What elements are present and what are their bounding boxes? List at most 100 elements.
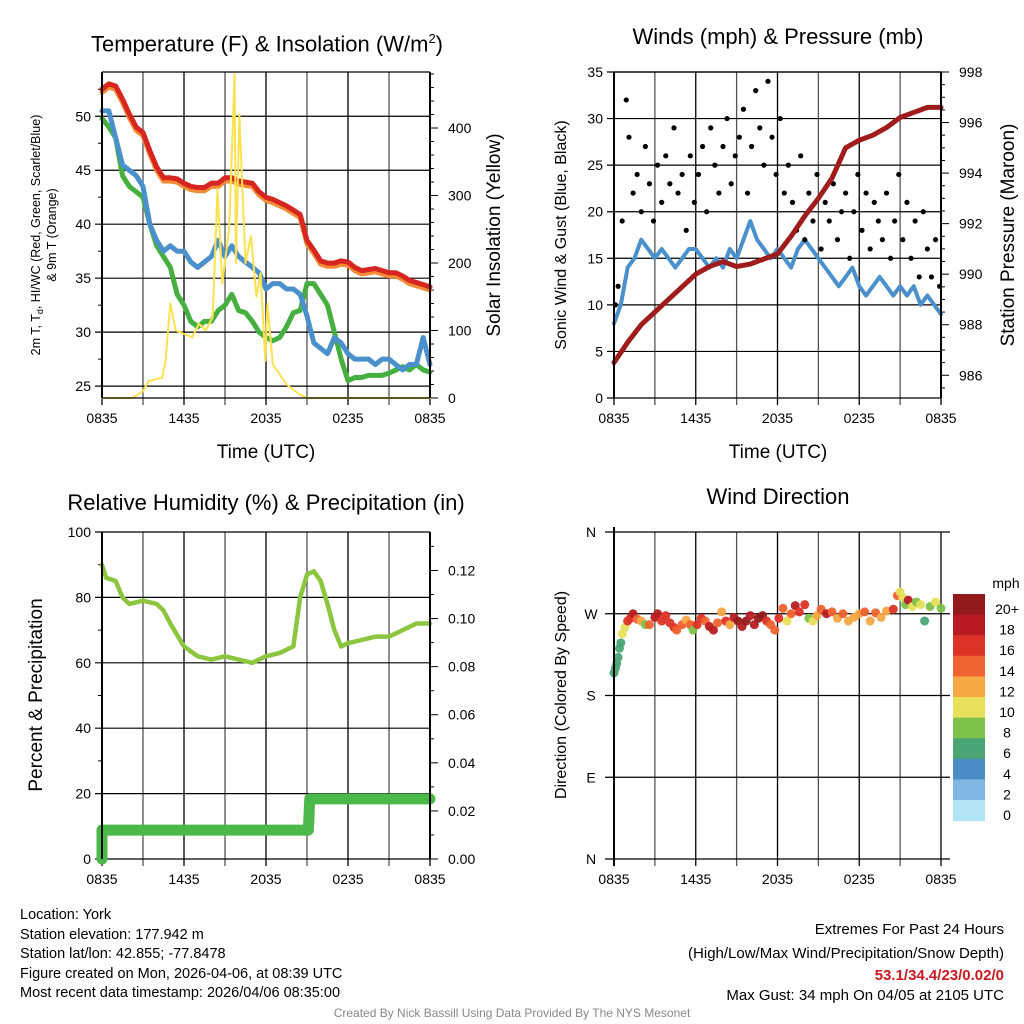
direction-tick-label: W (584, 606, 598, 622)
gust-point (892, 218, 898, 224)
direction-tick-label: N (586, 524, 596, 540)
series-line-2m-t (99, 81, 433, 290)
station-pressure-line (611, 104, 944, 366)
x-tick-label: 0835 (414, 410, 445, 426)
y-tick-label: 30 (587, 111, 603, 127)
legend-swatch (953, 779, 985, 801)
wind-direction-point (860, 607, 870, 617)
gust-point (724, 115, 730, 122)
gust-point (765, 78, 771, 84)
gust-point (683, 227, 689, 233)
legend-label: 2 (1003, 786, 1011, 802)
legend-swatch (953, 594, 985, 616)
wind-direction-point (692, 620, 702, 630)
y2-tick-label: 0.00 (448, 851, 475, 867)
gust-point (695, 171, 702, 178)
wind-direction-point (745, 611, 755, 621)
legend-label: 8 (1003, 725, 1011, 741)
gust-point (875, 218, 881, 224)
gust-point (630, 190, 636, 196)
y2-tick-label: 0.12 (448, 562, 475, 578)
gust-point (708, 125, 714, 131)
y-axis-label: 2m T, Td, HI/WC (Red, Green, Scarlet/Blu… (29, 115, 45, 356)
wind-direction-point (770, 625, 780, 635)
extremes-panel: Extremes For Past 24 Hours (High/Low/Max… (688, 918, 1004, 1006)
wind-direction-point (644, 620, 654, 630)
y-axis-label-line2: & 9m T (Orange) (45, 188, 59, 281)
gust-point (928, 274, 935, 280)
gust-point (769, 134, 775, 140)
y-tick-label: 0 (595, 390, 603, 406)
gust-point (904, 199, 910, 205)
x-axis-label: Time (UTC) (729, 442, 828, 463)
gust-point (785, 162, 792, 168)
legend-label: 10 (999, 704, 1015, 720)
gust-point (826, 218, 832, 224)
gust-point (810, 218, 816, 224)
gust-point (716, 190, 722, 196)
wind-direction-point (882, 606, 891, 616)
extremes-values: 53.1/34.4/23/0.02/0 (874, 967, 1004, 984)
solar-insolation-line (101, 73, 431, 399)
x-tick-label: 0835 (414, 871, 445, 887)
legend-swatch (953, 676, 985, 698)
x-tick-label: 0835 (86, 871, 117, 887)
station-info: Location: York Station elevation: 177.94… (20, 906, 342, 1004)
gust-point (736, 134, 742, 140)
wind-direction-point (786, 609, 796, 619)
direction-tick-label: N (586, 851, 596, 867)
gust-point (671, 125, 677, 131)
x-axis-label: Time (UTC) (217, 442, 316, 463)
direction-tick-label: S (586, 688, 595, 704)
wind-direction-point (672, 625, 682, 635)
wind-direction-point (800, 600, 810, 610)
station-latlon: Station lat/lon: 42.855; -77.8478 (20, 946, 226, 962)
wind-direction-chart-title: Wind Direction (706, 484, 850, 509)
y-tick-label: 80 (75, 589, 91, 605)
y2-tick-label: 400 (448, 120, 472, 136)
x-tick-label: 0835 (86, 410, 117, 426)
y2-tick-label: 998 (959, 64, 983, 80)
gust-point (879, 237, 886, 243)
gust-point (908, 255, 914, 261)
gust-point (924, 246, 930, 252)
y-tick-label: 40 (75, 720, 91, 736)
wind-direction-point (790, 601, 800, 611)
legend-swatch (953, 800, 985, 822)
gust-point (773, 171, 779, 178)
extremes-subtitle: (High/Low/Max Wind/Precipitation/Snow De… (688, 945, 1004, 962)
y-tick-label: 40 (75, 216, 91, 232)
x-tick-label: 0235 (332, 871, 363, 887)
y2-tick-label: 990 (959, 266, 983, 282)
gust-point (720, 143, 726, 150)
gust-point (626, 134, 632, 140)
max-gust: Max Gust: 34 mph On 04/05 at 2105 UTC (726, 987, 1004, 1004)
wind-direction-point (876, 612, 886, 622)
y-tick-label: 10 (587, 297, 603, 313)
gust-point (838, 209, 845, 215)
sonic-wind-line (612, 219, 943, 326)
gust-point (740, 106, 747, 112)
y-axis-label-part: , HI/WC (Red, Green, Scarlet/Blue) (29, 115, 43, 310)
gust-point (650, 218, 657, 224)
wind-direction-point (888, 604, 898, 614)
y2-tick-label: 100 (448, 323, 472, 339)
y2-tick-label: 300 (448, 188, 472, 204)
y2-tick-label: 986 (959, 367, 983, 383)
y-tick-label: 30 (75, 324, 91, 340)
y-tick-label: 45 (75, 162, 91, 178)
gust-point (704, 209, 710, 215)
gust-point (859, 227, 865, 233)
wind-direction-point (661, 611, 671, 621)
legend-label: 18 (999, 622, 1015, 638)
y-axis-label: Sonic Wind & Gust (Blue, Black) (553, 120, 570, 349)
recent-data-timestamp: Most recent data timestamp: 2026/04/06 0… (20, 985, 341, 1001)
x-tick-label: 0235 (844, 410, 875, 426)
gust-point (642, 143, 648, 150)
x-tick-label: 2035 (762, 410, 793, 426)
gust-point (687, 153, 693, 159)
x-tick-label: 0235 (332, 410, 363, 426)
gust-point (675, 190, 681, 196)
gust-point (843, 190, 849, 196)
